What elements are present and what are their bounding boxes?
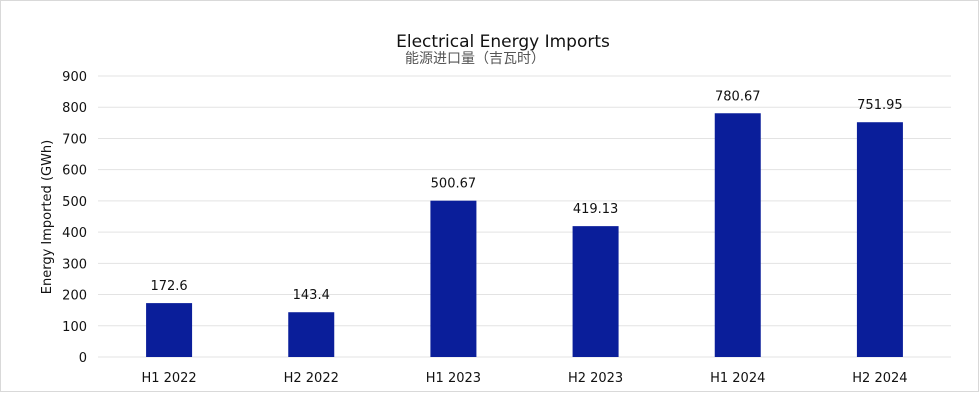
chart-title: Electrical Energy Imports [396, 32, 610, 52]
y-axis-label: Energy Imported (GWh) [40, 140, 55, 294]
y-tick-label: 900 [62, 70, 87, 85]
data-label: 172.6 [150, 279, 187, 294]
y-tick-label: 600 [62, 164, 87, 179]
gridlines [98, 75, 951, 358]
chart-subtitle: 能源进口量（吉瓦时） [405, 51, 545, 67]
x-tick-label: H2 2024 [852, 371, 907, 386]
x-tick-label: H1 2024 [710, 371, 765, 386]
data-label: 500.67 [431, 177, 477, 192]
y-tick-label: 300 [62, 257, 87, 272]
x-tick-label: H2 2022 [284, 371, 339, 386]
bar [288, 312, 335, 357]
bar [856, 122, 903, 357]
bar [146, 303, 193, 357]
data-label: 143.4 [293, 288, 330, 303]
bars [146, 113, 903, 357]
data-label: 751.95 [857, 98, 903, 113]
x-axis-ticks: H1 2022 H2 2022 H1 2023 H2 2023 H1 2024 H2 20… [141, 371, 907, 386]
y-tick-label: 700 [62, 132, 87, 147]
data-labels: 172.6 143.4 500.67 419.13 780.67 751.95 [150, 89, 902, 303]
x-tick-label: H1 2023 [426, 371, 481, 386]
y-tick-label: 0 [79, 351, 87, 366]
data-label: 419.13 [573, 202, 619, 217]
y-tick-label: 800 [62, 101, 87, 116]
bar [430, 200, 477, 357]
x-tick-label: H1 2022 [141, 371, 196, 386]
data-label: 780.67 [715, 89, 761, 104]
bar [714, 113, 761, 357]
y-tick-label: 100 [62, 320, 87, 335]
y-tick-label: 200 [62, 289, 87, 304]
y-tick-label: 500 [62, 195, 87, 210]
y-axis-ticks: 0 100 200 300 400 500 600 700 800 900 [62, 70, 87, 366]
x-tick-label: H2 2023 [568, 371, 623, 386]
y-tick-label: 400 [62, 226, 87, 241]
bar [572, 226, 619, 357]
